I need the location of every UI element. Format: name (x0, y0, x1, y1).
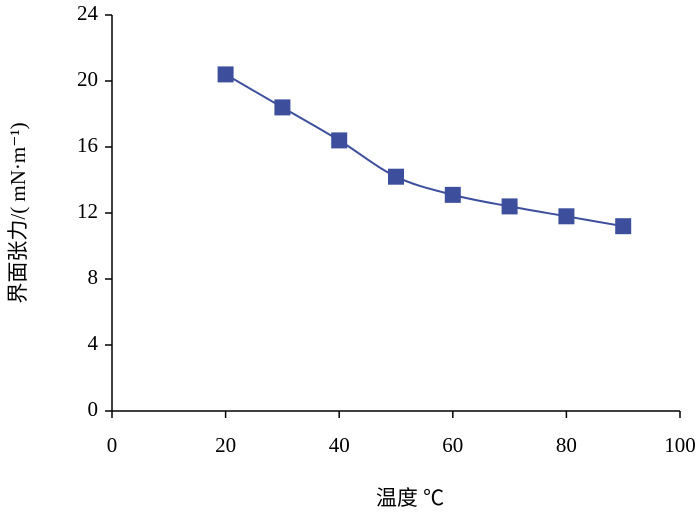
marker (217, 66, 234, 83)
x-tick-label: 40 (329, 433, 350, 457)
y-tick-label: 16 (77, 133, 98, 157)
y-tick-label: 20 (77, 67, 98, 91)
marker (615, 218, 632, 235)
x-tick-label: 0 (107, 433, 118, 457)
y-tick-label: 4 (88, 331, 99, 355)
x-tick-label: 80 (556, 433, 577, 457)
marker (558, 208, 575, 225)
y-axis-label: 界面张力/( mN·m⁻¹) (6, 122, 30, 303)
marker (388, 168, 404, 185)
marker (501, 198, 518, 215)
y-tick-label: 24 (77, 1, 99, 25)
marker (444, 186, 461, 203)
x-axis-label: 温度 ℃ (376, 486, 444, 510)
marker (331, 132, 348, 149)
x-tick-label: 60 (442, 433, 463, 457)
y-tick-label: 8 (88, 265, 99, 289)
line (225, 73, 624, 228)
y-tick-label: 12 (77, 199, 98, 223)
marker (274, 99, 291, 116)
x-tick-label: 100 (664, 433, 696, 457)
y-tick-label: 0 (88, 397, 99, 421)
x-tick-label: 20 (215, 433, 236, 457)
